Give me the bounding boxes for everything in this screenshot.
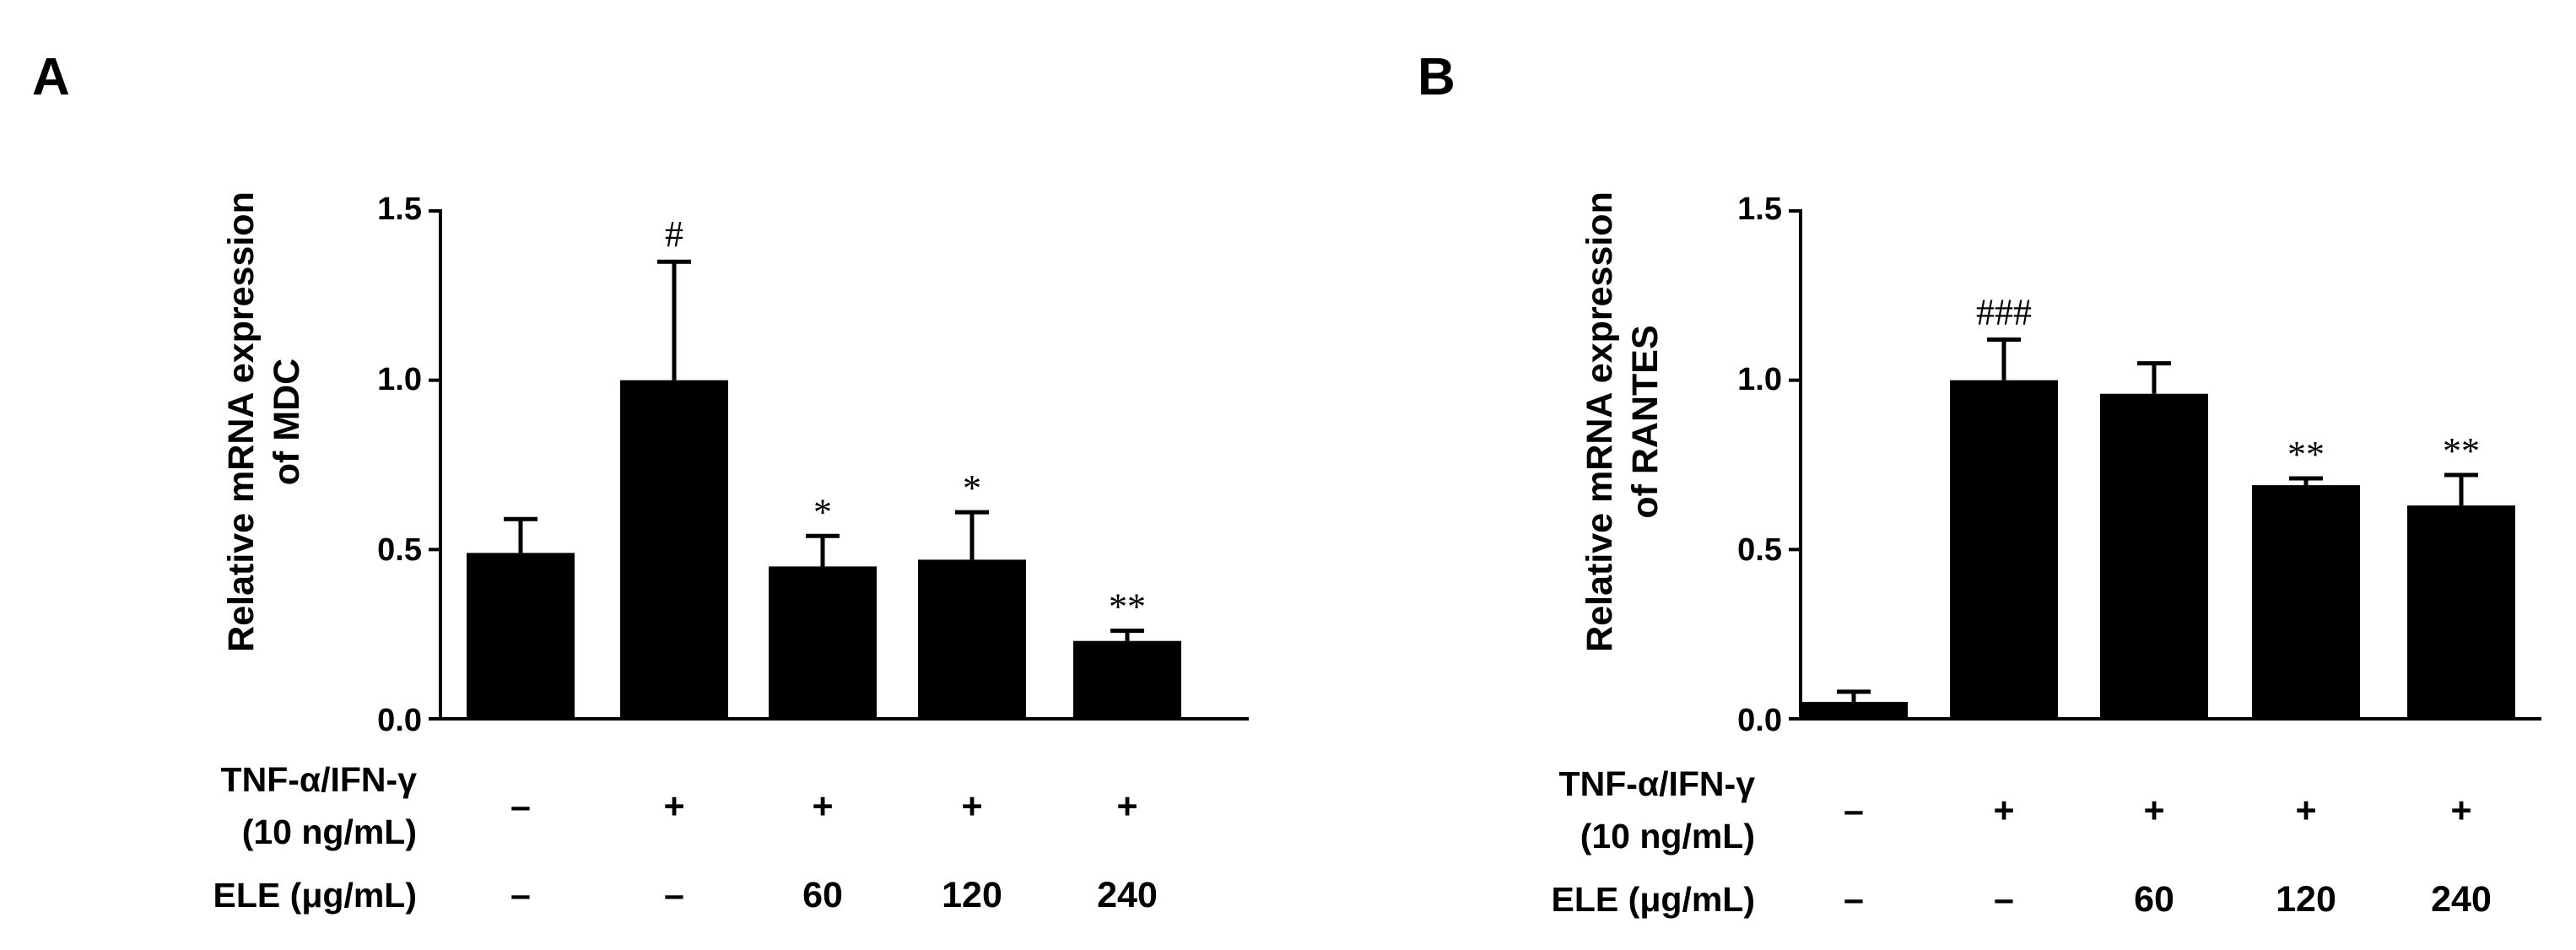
panel-a-y-tick-labels: 0.0 0.5 1.0 1.5: [377, 192, 422, 738]
panel-b-row-label-tnf-line-2: (10 ng/mL): [1580, 817, 1755, 856]
panel-a-ytick-0: 0.0: [377, 703, 422, 738]
panel-a-row-label-tnf-line-1: TNF-α/IFN-γ: [221, 760, 418, 799]
panel-b-plot-area: ### ** **: [1789, 209, 2541, 721]
condition-cell: –: [510, 875, 531, 915]
panel-b-ytick-1: 0.5: [1737, 532, 1782, 568]
panel-a-ylabel-line-2: of MDC: [267, 359, 307, 485]
panel-b-row-labels: TNF-α/IFN-γ (10 ng/mL) ELE (μg/mL): [1552, 764, 1756, 919]
significance-label: **: [1109, 586, 1146, 628]
panel-b-ytick-3: 1.5: [1737, 192, 1782, 227]
panel-b-y-axis-label: Relative mRNA expression of RANTES: [1580, 192, 1666, 652]
significance-label: *: [963, 467, 981, 509]
condition-cell: –: [510, 786, 531, 827]
panel-b-row-label-tnf-line-1: TNF-α/IFN-γ: [1559, 764, 1756, 803]
panel-a-ylabel-line-1: Relative mRNA expression: [221, 192, 262, 652]
condition-cell: 60: [2134, 879, 2174, 920]
bar: [769, 566, 877, 719]
condition-cell: –: [664, 875, 684, 915]
condition-cell: +: [2450, 791, 2471, 831]
condition-cell: +: [1116, 786, 1137, 827]
condition-cell: +: [2295, 791, 2316, 831]
significance-label: #: [665, 213, 683, 255]
panel-b-row-label-ele: ELE (μg/mL): [1552, 880, 1755, 919]
panel-a-condition-cells: – + + + + – – 60 120 240: [510, 786, 1158, 915]
significance-label: **: [2443, 430, 2480, 472]
panel-b-y-tick-labels: 0.0 0.5 1.0 1.5: [1737, 192, 1782, 738]
condition-cell: –: [1844, 791, 1864, 831]
condition-cell: +: [663, 786, 684, 827]
bar: [2407, 505, 2515, 719]
condition-cell: +: [812, 786, 833, 827]
condition-cell: 240: [1097, 875, 1158, 915]
bar: [467, 553, 575, 719]
panel-b-ylabel-line-2: of RANTES: [1625, 325, 1666, 518]
condition-cell: +: [2143, 791, 2164, 831]
panel-b-condition-cells: – + + + + – – 60 120 240: [1844, 791, 2492, 920]
panel-a-plot-area: #****: [429, 209, 1249, 721]
condition-cell: +: [1993, 791, 2014, 831]
bar: [2100, 393, 2208, 719]
condition-cell: 120: [942, 875, 1002, 915]
condition-cell: –: [1994, 879, 2014, 920]
bar: [1073, 640, 1181, 719]
bar: [1950, 380, 2058, 719]
panel-a-row-label-ele: ELE (μg/mL): [213, 876, 417, 915]
panel-a-ytick-1: 0.5: [377, 532, 422, 568]
panel-a-label: A: [32, 48, 70, 106]
condition-cell: 120: [2276, 879, 2336, 920]
condition-cell: –: [1844, 879, 1864, 920]
condition-cell: +: [961, 786, 982, 827]
panel-b-ylabel-line-1: Relative mRNA expression: [1580, 192, 1620, 652]
bar: [620, 380, 728, 719]
significance-label: **: [2287, 434, 2325, 475]
panel-a-row-label-tnf-line-2: (10 ng/mL): [242, 812, 417, 851]
panel-a-ytick-2: 1.0: [377, 362, 422, 397]
bar: [918, 559, 1026, 719]
panel-b-ytick-0: 0.0: [1737, 703, 1782, 738]
panel-b-ytick-2: 1.0: [1737, 362, 1782, 397]
bar: [2252, 485, 2360, 719]
condition-cell: 60: [802, 875, 843, 915]
bar: [1800, 701, 1908, 719]
panel-a-y-axis-label: Relative mRNA expression of MDC: [221, 192, 307, 652]
condition-cell: 240: [2431, 879, 2492, 920]
panel-a-ytick-3: 1.5: [377, 192, 422, 227]
significance-label: ###: [1976, 292, 2032, 333]
panel-a-row-labels: TNF-α/IFN-γ (10 ng/mL) ELE (μg/mL): [213, 760, 418, 915]
panel-b-label: B: [1418, 48, 1455, 106]
panel-a: A Relative mRNA expression of MDC 0.0 0.…: [32, 48, 1249, 915]
significance-label: *: [813, 491, 832, 532]
panel-b: B Relative mRNA expression of RANTES 0.0…: [1418, 48, 2541, 920]
